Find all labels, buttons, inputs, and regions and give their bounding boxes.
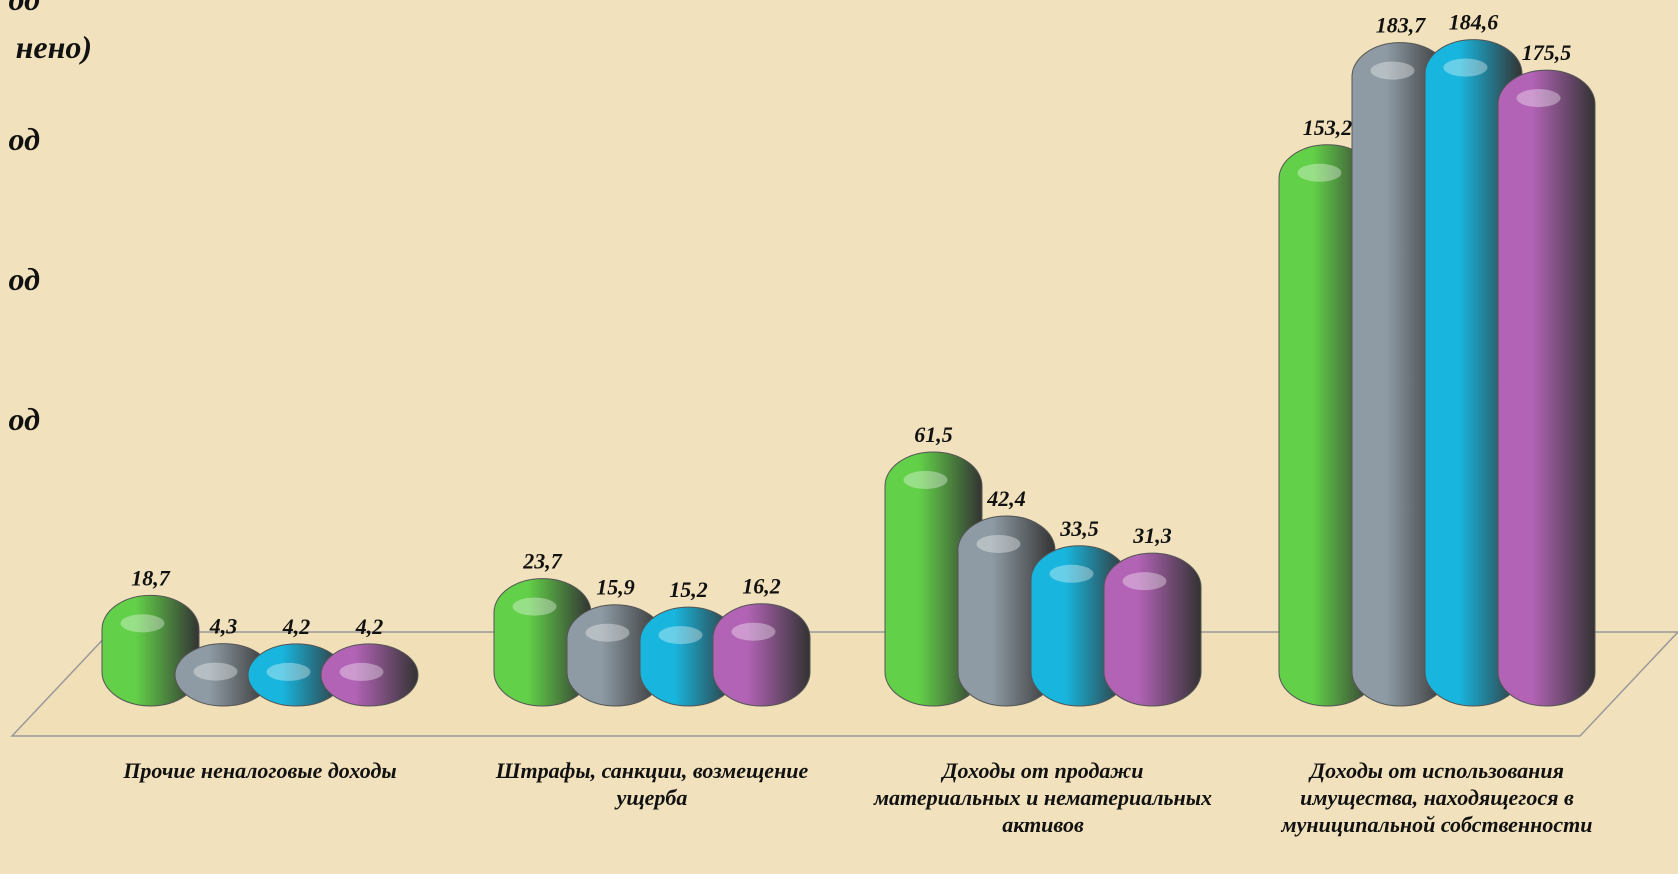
value-label: 18,7	[131, 565, 171, 590]
value-label: 42,4	[986, 486, 1026, 511]
value-label: 4,2	[355, 614, 384, 639]
bar-highlight	[903, 470, 948, 489]
bar-highlight	[1122, 572, 1167, 591]
bar-highlight	[658, 626, 703, 645]
bar	[1497, 69, 1596, 707]
x-tick-label: Штрафы, санкции, возмещение ущерба	[495, 758, 809, 810]
value-label: 61,5	[914, 422, 953, 447]
bar-highlight	[1516, 89, 1561, 108]
value-label: 153,2	[1303, 115, 1353, 140]
legend-label: од	[9, 261, 41, 297]
value-label: 33,5	[1059, 516, 1099, 541]
value-label: 31,3	[1132, 523, 1172, 548]
x-tick-label: Доходы от продажи материальных и нематер…	[873, 758, 1213, 837]
bar	[320, 643, 419, 707]
bar-highlight	[1370, 61, 1415, 80]
legend-label: од	[9, 401, 41, 437]
value-label: 184,6	[1449, 10, 1499, 35]
bar-highlight	[1297, 163, 1342, 182]
bar-highlight	[731, 622, 776, 641]
legend-label: од	[9, 121, 41, 157]
value-label: 15,2	[669, 577, 708, 602]
bar-highlight	[193, 662, 238, 681]
bar-highlight	[512, 597, 557, 616]
floor	[10, 631, 1678, 737]
bar	[1103, 552, 1202, 707]
value-label: 175,5	[1522, 40, 1572, 65]
bar-highlight	[1049, 564, 1094, 583]
value-label: 183,7	[1376, 13, 1427, 38]
value-label: 4,2	[282, 614, 311, 639]
value-label: 16,2	[742, 574, 781, 599]
bar-highlight	[1443, 58, 1488, 77]
bar-highlight	[120, 614, 165, 633]
value-label: 23,7	[522, 549, 563, 574]
bar-highlight	[585, 623, 630, 642]
bar-highlight	[266, 662, 311, 681]
legend-label: нено)	[16, 29, 92, 65]
bar	[712, 603, 811, 707]
legend-label: од	[9, 0, 41, 17]
x-tick-label: Доходы от использования имущества, наход…	[1281, 758, 1593, 837]
value-label: 15,9	[596, 575, 635, 600]
bar-highlight	[976, 534, 1021, 553]
x-tick-label: Прочие неналоговые доходы	[123, 758, 397, 783]
bar-highlight	[339, 662, 384, 681]
value-label: 4,3	[209, 614, 238, 639]
